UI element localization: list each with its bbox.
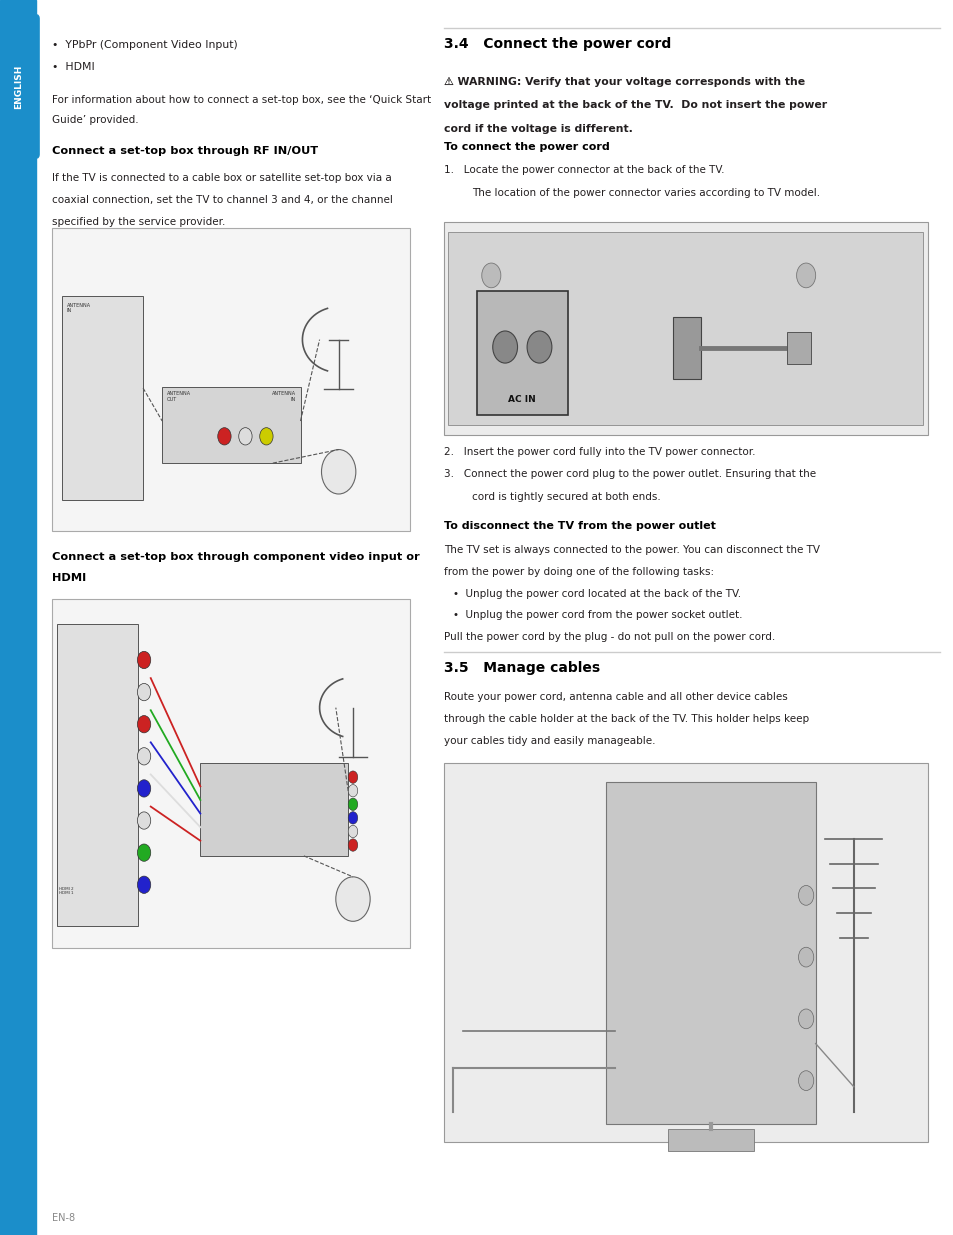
Text: Connect a set-top box through component video input or: Connect a set-top box through component …	[52, 552, 419, 562]
Text: ⚠ WARNING: Verify that your voltage corresponds with the: ⚠ WARNING: Verify that your voltage corr…	[443, 77, 804, 86]
Circle shape	[217, 427, 231, 445]
FancyBboxPatch shape	[443, 222, 927, 435]
Text: ANTENNA
IN: ANTENNA IN	[67, 303, 91, 314]
Text: The location of the power connector varies according to TV model.: The location of the power connector vari…	[472, 188, 820, 198]
Circle shape	[492, 331, 517, 363]
Circle shape	[348, 784, 357, 797]
Circle shape	[137, 876, 151, 893]
FancyBboxPatch shape	[200, 763, 348, 856]
Text: ANTENNA
OUT: ANTENNA OUT	[167, 391, 191, 403]
FancyBboxPatch shape	[443, 763, 927, 1142]
Text: cord is tightly secured at both ends.: cord is tightly secured at both ends.	[472, 492, 660, 501]
Text: through the cable holder at the back of the TV. This holder helps keep: through the cable holder at the back of …	[443, 714, 808, 724]
Text: voltage printed at the back of the TV.  Do not insert the power: voltage printed at the back of the TV. D…	[443, 100, 826, 110]
Text: Connect a set-top box through RF IN/OUT: Connect a set-top box through RF IN/OUT	[52, 146, 318, 156]
FancyBboxPatch shape	[786, 332, 810, 364]
Text: AC IN: AC IN	[508, 395, 536, 404]
Text: 1.   Locate the power connector at the back of the TV.: 1. Locate the power connector at the bac…	[443, 165, 723, 175]
Text: •  Unplug the power cord from the power socket outlet.: • Unplug the power cord from the power s…	[453, 610, 741, 620]
Text: •  HDMI: • HDMI	[52, 62, 95, 72]
Text: your cables tidy and easily manageable.: your cables tidy and easily manageable.	[443, 736, 655, 746]
FancyBboxPatch shape	[52, 599, 410, 948]
Circle shape	[137, 844, 151, 861]
Text: To connect the power cord: To connect the power cord	[443, 142, 609, 152]
Text: For information about how to connect a set-top box, see the ‘Quick Start: For information about how to connect a s…	[52, 95, 431, 105]
Text: from the power by doing one of the following tasks:: from the power by doing one of the follo…	[443, 567, 713, 577]
Text: ENGLISH: ENGLISH	[13, 64, 23, 109]
FancyBboxPatch shape	[62, 296, 143, 500]
Text: ⚠: ⚠	[443, 77, 457, 86]
Text: cord if the voltage is different.: cord if the voltage is different.	[443, 124, 632, 133]
Text: HDMI 2
HDMI 1: HDMI 2 HDMI 1	[59, 887, 73, 895]
Text: 3.   Connect the power cord plug to the power outlet. Ensuring that the: 3. Connect the power cord plug to the po…	[443, 469, 815, 479]
Circle shape	[798, 885, 813, 905]
Text: HDMI: HDMI	[52, 573, 87, 583]
Text: The TV set is always connected to the power. You can disconnect the TV: The TV set is always connected to the po…	[443, 545, 819, 555]
Circle shape	[348, 771, 357, 783]
Circle shape	[798, 947, 813, 967]
Text: If the TV is connected to a cable box or satellite set-top box via a: If the TV is connected to a cable box or…	[52, 173, 392, 183]
Circle shape	[137, 811, 151, 829]
Circle shape	[137, 683, 151, 700]
Circle shape	[348, 811, 357, 824]
FancyBboxPatch shape	[52, 228, 410, 531]
Circle shape	[259, 427, 273, 445]
Bar	[0, 0, 36, 1235]
Text: 3.5   Manage cables: 3.5 Manage cables	[443, 661, 599, 674]
Circle shape	[238, 427, 252, 445]
FancyBboxPatch shape	[57, 624, 138, 926]
Circle shape	[137, 715, 151, 732]
Circle shape	[137, 747, 151, 764]
Circle shape	[526, 331, 551, 363]
FancyBboxPatch shape	[448, 232, 923, 425]
Text: •  Unplug the power cord located at the back of the TV.: • Unplug the power cord located at the b…	[453, 589, 740, 599]
Circle shape	[798, 1009, 813, 1029]
Circle shape	[348, 839, 357, 851]
Circle shape	[796, 263, 815, 288]
Text: To disconnect the TV from the power outlet: To disconnect the TV from the power outl…	[443, 521, 715, 531]
FancyBboxPatch shape	[672, 317, 700, 379]
Text: 3.4   Connect the power cord: 3.4 Connect the power cord	[443, 37, 670, 51]
Text: specified by the service provider.: specified by the service provider.	[52, 217, 226, 227]
Circle shape	[798, 1071, 813, 1091]
FancyBboxPatch shape	[476, 291, 567, 415]
Circle shape	[481, 263, 500, 288]
Circle shape	[137, 779, 151, 797]
FancyBboxPatch shape	[605, 782, 815, 1124]
Circle shape	[335, 877, 370, 921]
Text: EN-8: EN-8	[52, 1213, 75, 1223]
FancyBboxPatch shape	[0, 15, 39, 158]
FancyBboxPatch shape	[667, 1129, 753, 1151]
Text: Route your power cord, antenna cable and all other device cables: Route your power cord, antenna cable and…	[443, 692, 786, 701]
FancyBboxPatch shape	[162, 387, 300, 463]
Text: ANTENNA
IN: ANTENNA IN	[272, 391, 295, 403]
Text: Guide’ provided.: Guide’ provided.	[52, 115, 139, 125]
Text: 2.   Insert the power cord fully into the TV power connector.: 2. Insert the power cord fully into the …	[443, 447, 755, 457]
Text: Pull the power cord by the plug - do not pull on the power cord.: Pull the power cord by the plug - do not…	[443, 632, 774, 642]
Circle shape	[321, 450, 355, 494]
Text: •  YPbPr (Component Video Input): • YPbPr (Component Video Input)	[52, 40, 238, 49]
Circle shape	[348, 798, 357, 810]
Text: coaxial connection, set the TV to channel 3 and 4, or the channel: coaxial connection, set the TV to channe…	[52, 195, 393, 205]
Circle shape	[137, 651, 151, 668]
Circle shape	[348, 825, 357, 837]
